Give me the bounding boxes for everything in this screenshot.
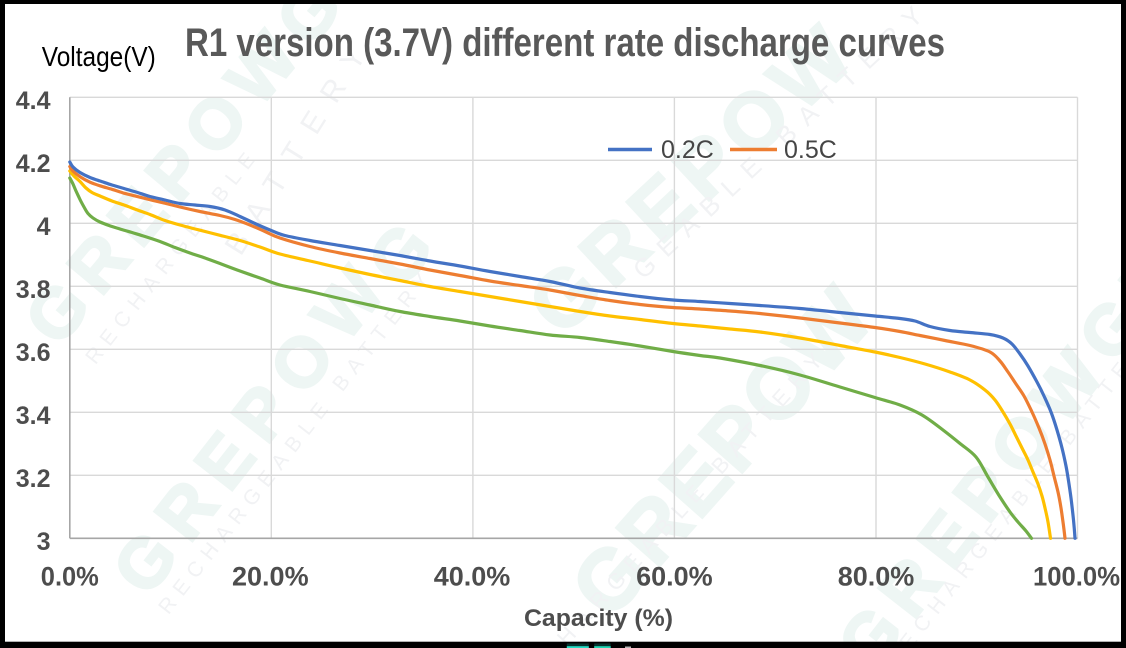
svg-text:0.5C: 0.5C: [784, 136, 837, 164]
svg-text:0.0%: 0.0%: [41, 562, 99, 592]
svg-text:R1 version (3.7V) different ra: R1 version (3.7V) different rate dischar…: [185, 21, 945, 65]
svg-text:3.2: 3.2: [16, 465, 51, 493]
svg-text:4: 4: [37, 213, 51, 241]
svg-text:Voltage(V): Voltage(V): [42, 41, 156, 72]
svg-text:3: 3: [37, 528, 51, 556]
svg-text:4.2: 4.2: [16, 150, 51, 178]
svg-text:3.6: 3.6: [16, 339, 51, 367]
svg-text:40.0%: 40.0%: [434, 562, 511, 592]
svg-text:4.4: 4.4: [16, 87, 51, 115]
svg-text:3.4: 3.4: [16, 402, 51, 430]
svg-text:0.2C: 0.2C: [661, 136, 714, 164]
svg-text:Capacity (%): Capacity (%): [524, 605, 673, 632]
svg-text:100.0%: 100.0%: [1033, 562, 1120, 592]
svg-text:3.8: 3.8: [16, 276, 51, 304]
svg-text:80.0%: 80.0%: [838, 562, 915, 592]
svg-text:20.0%: 20.0%: [232, 562, 309, 592]
svg-text:60.0%: 60.0%: [636, 562, 713, 592]
